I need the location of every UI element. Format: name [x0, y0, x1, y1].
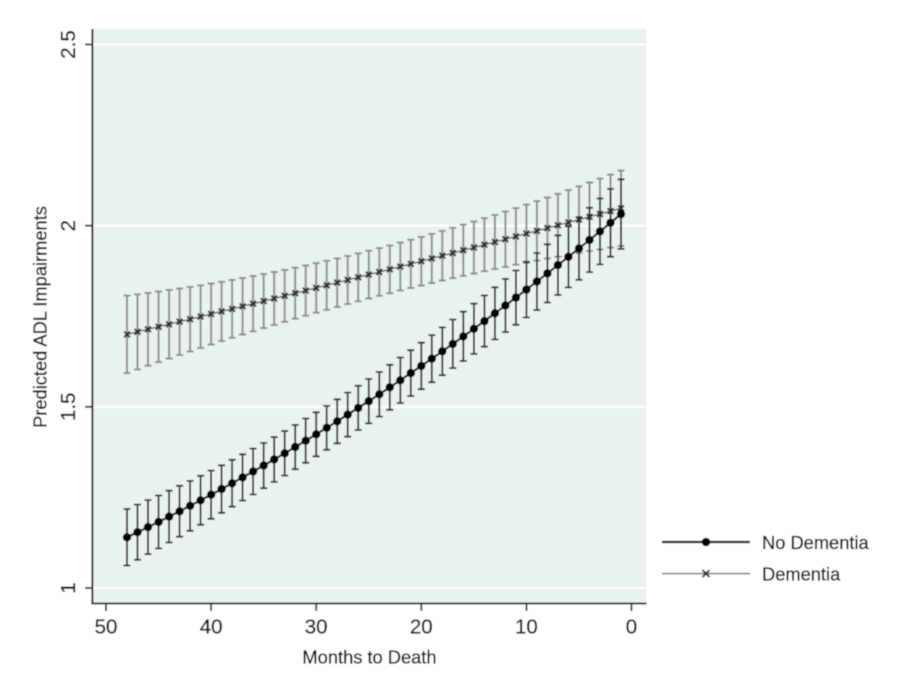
svg-text:30: 30: [305, 616, 328, 639]
svg-text:50: 50: [95, 616, 118, 639]
svg-text:1: 1: [57, 582, 80, 593]
svg-text:2: 2: [57, 220, 80, 231]
svg-text:Dementia: Dementia: [762, 564, 841, 585]
svg-text:1.5: 1.5: [57, 393, 80, 422]
svg-text:40: 40: [200, 616, 223, 639]
svg-text:Months to Death: Months to Death: [302, 647, 436, 668]
svg-text:Predicted ADL Impairments: Predicted ADL Impairments: [30, 206, 51, 428]
svg-text:20: 20: [410, 616, 433, 639]
svg-text:0: 0: [626, 616, 637, 639]
svg-text:2.5: 2.5: [57, 30, 80, 59]
svg-text:No Dementia: No Dementia: [762, 532, 870, 553]
svg-text:10: 10: [515, 616, 538, 639]
